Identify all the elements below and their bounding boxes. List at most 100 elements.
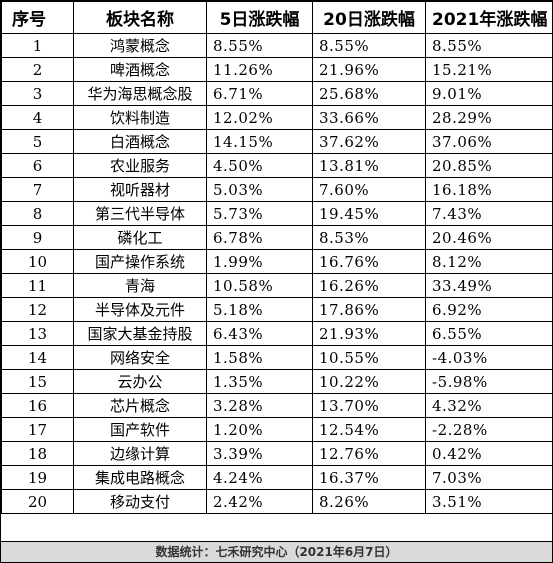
cell-5day-change: 3.39% <box>206 441 313 466</box>
table-row: 17 国产软件 1.20% 12.54% -2.28% <box>1 417 553 442</box>
cell-5day-change: 1.58% <box>206 345 313 370</box>
table-row: 7 视听器材 5.03% 7.60% 16.18% <box>1 177 553 202</box>
table-row: 12 半导体及元件 5.18% 17.86% 6.92% <box>1 297 553 322</box>
cell-sector-name: 鸿蒙概念 <box>73 33 207 58</box>
cell-sector-name: 华为海思概念股 <box>73 81 207 106</box>
cell-2021-change: 4.32% <box>425 393 553 418</box>
table-row: 8 第三代半导体 5.73% 19.45% 7.43% <box>1 201 553 226</box>
cell-sector-name: 啤酒概念 <box>73 57 207 82</box>
cell-sector-name: 半导体及元件 <box>73 297 207 322</box>
cell-index: 11 <box>1 273 74 298</box>
cell-20day-change: 21.96% <box>312 57 426 82</box>
cell-2021-change: 8.55% <box>425 33 553 58</box>
cell-5day-change: 11.26% <box>206 57 313 82</box>
cell-5day-change: 12.02% <box>206 105 313 130</box>
cell-index: 10 <box>1 249 74 274</box>
cell-5day-change: 5.03% <box>206 177 313 202</box>
cell-2021-change: 9.01% <box>425 81 553 106</box>
table-row: 14 网络安全 1.58% 10.55% -4.03% <box>1 345 553 370</box>
cell-sector-name: 国产软件 <box>73 417 207 442</box>
cell-2021-change: 16.18% <box>425 177 553 202</box>
cell-index: 3 <box>1 81 74 106</box>
cell-5day-change: 3.28% <box>206 393 313 418</box>
table-row: 18 边缘计算 3.39% 12.76% 0.42% <box>1 441 553 466</box>
cell-index: 17 <box>1 417 74 442</box>
cell-2021-change: -4.03% <box>425 345 553 370</box>
cell-5day-change: 14.15% <box>206 129 313 154</box>
cell-sector-name: 集成电路概念 <box>73 465 207 490</box>
cell-20day-change: 12.76% <box>312 441 426 466</box>
cell-20day-change: 8.55% <box>312 33 426 58</box>
cell-20day-change: 21.93% <box>312 321 426 346</box>
cell-sector-name: 国家大基金持股 <box>73 321 207 346</box>
cell-5day-change: 1.20% <box>206 417 313 442</box>
cell-2021-change: 20.85% <box>425 153 553 178</box>
table-row: 9 磷化工 6.78% 8.53% 20.46% <box>1 225 553 250</box>
table-row: 2 啤酒概念 11.26% 21.96% 15.21% <box>1 57 553 82</box>
cell-20day-change: 19.45% <box>312 201 426 226</box>
cell-index: 4 <box>1 105 74 130</box>
cell-20day-change: 13.70% <box>312 393 426 418</box>
table-row: 4 饮料制造 12.02% 33.66% 28.29% <box>1 105 553 130</box>
cell-2021-change: 15.21% <box>425 57 553 82</box>
cell-20day-change: 16.76% <box>312 249 426 274</box>
cell-index: 1 <box>1 33 74 58</box>
cell-2021-change: 7.03% <box>425 465 553 490</box>
cell-index: 9 <box>1 225 74 250</box>
cell-20day-change: 8.53% <box>312 225 426 250</box>
footer-source-note: 数据统计：七禾研究中心（2021年6月7日） <box>1 541 552 562</box>
cell-20day-change: 16.37% <box>312 465 426 490</box>
table-row: 15 云办公 1.35% 10.22% -5.98% <box>1 369 553 394</box>
cell-sector-name: 芯片概念 <box>73 393 207 418</box>
cell-20day-change: 13.81% <box>312 153 426 178</box>
header-row: 序号 板块名称 5日涨跌幅 20日涨跌幅 2021年涨跌幅 <box>1 1 553 34</box>
sector-performance-table: 序号 板块名称 5日涨跌幅 20日涨跌幅 2021年涨跌幅 1 鸿蒙概念 8.55%… <box>1 1 553 514</box>
cell-sector-name: 农业服务 <box>73 153 207 178</box>
cell-2021-change: 7.43% <box>425 201 553 226</box>
cell-5day-change: 8.55% <box>206 33 313 58</box>
cell-sector-name: 视听器材 <box>73 177 207 202</box>
cell-20day-change: 12.54% <box>312 417 426 442</box>
cell-2021-change: 8.12% <box>425 249 553 274</box>
cell-20day-change: 17.86% <box>312 297 426 322</box>
cell-5day-change: 6.78% <box>206 225 313 250</box>
table-row: 16 芯片概念 3.28% 13.70% 4.32% <box>1 393 553 418</box>
cell-5day-change: 10.58% <box>206 273 313 298</box>
table-row: 11 青海 10.58% 16.26% 33.49% <box>1 273 553 298</box>
cell-5day-change: 4.24% <box>206 465 313 490</box>
cell-2021-change: 3.51% <box>425 489 553 514</box>
cell-sector-name: 国产操作系统 <box>73 249 207 274</box>
cell-20day-change: 7.60% <box>312 177 426 202</box>
cell-index: 8 <box>1 201 74 226</box>
cell-index: 16 <box>1 393 74 418</box>
cell-index: 18 <box>1 441 74 466</box>
table-row: 6 农业服务 4.50% 13.81% 20.85% <box>1 153 553 178</box>
cell-2021-change: -2.28% <box>425 417 553 442</box>
cell-5day-change: 6.43% <box>206 321 313 346</box>
cell-index: 15 <box>1 369 74 394</box>
cell-2021-change: 33.49% <box>425 273 553 298</box>
cell-sector-name: 云办公 <box>73 369 207 394</box>
cell-20day-change: 33.66% <box>312 105 426 130</box>
cell-sector-name: 边缘计算 <box>73 441 207 466</box>
table-body: 1 鸿蒙概念 8.55% 8.55% 8.55% 2 啤酒概念 11.26% 21.96% 15.… <box>1 33 553 514</box>
cell-sector-name: 网络安全 <box>73 345 207 370</box>
cell-20day-change: 25.68% <box>312 81 426 106</box>
cell-2021-change: 37.06% <box>425 129 553 154</box>
cell-20day-change: 10.22% <box>312 369 426 394</box>
cell-5day-change: 6.71% <box>206 81 313 106</box>
cell-sector-name: 饮料制造 <box>73 105 207 130</box>
table-row: 5 白酒概念 14.15% 37.62% 37.06% <box>1 129 553 154</box>
table-row: 20 移动支付 2.42% 8.26% 3.51% <box>1 489 553 514</box>
cell-sector-name: 白酒概念 <box>73 129 207 154</box>
cell-2021-change: 6.55% <box>425 321 553 346</box>
table-row: 13 国家大基金持股 6.43% 21.93% 6.55% <box>1 321 553 346</box>
cell-index: 20 <box>1 489 74 514</box>
cell-20day-change: 10.55% <box>312 345 426 370</box>
cell-index: 6 <box>1 153 74 178</box>
table-row: 3 华为海思概念股 6.71% 25.68% 9.01% <box>1 81 553 106</box>
cell-5day-change: 5.73% <box>206 201 313 226</box>
cell-5day-change: 1.35% <box>206 369 313 394</box>
cell-index: 2 <box>1 57 74 82</box>
